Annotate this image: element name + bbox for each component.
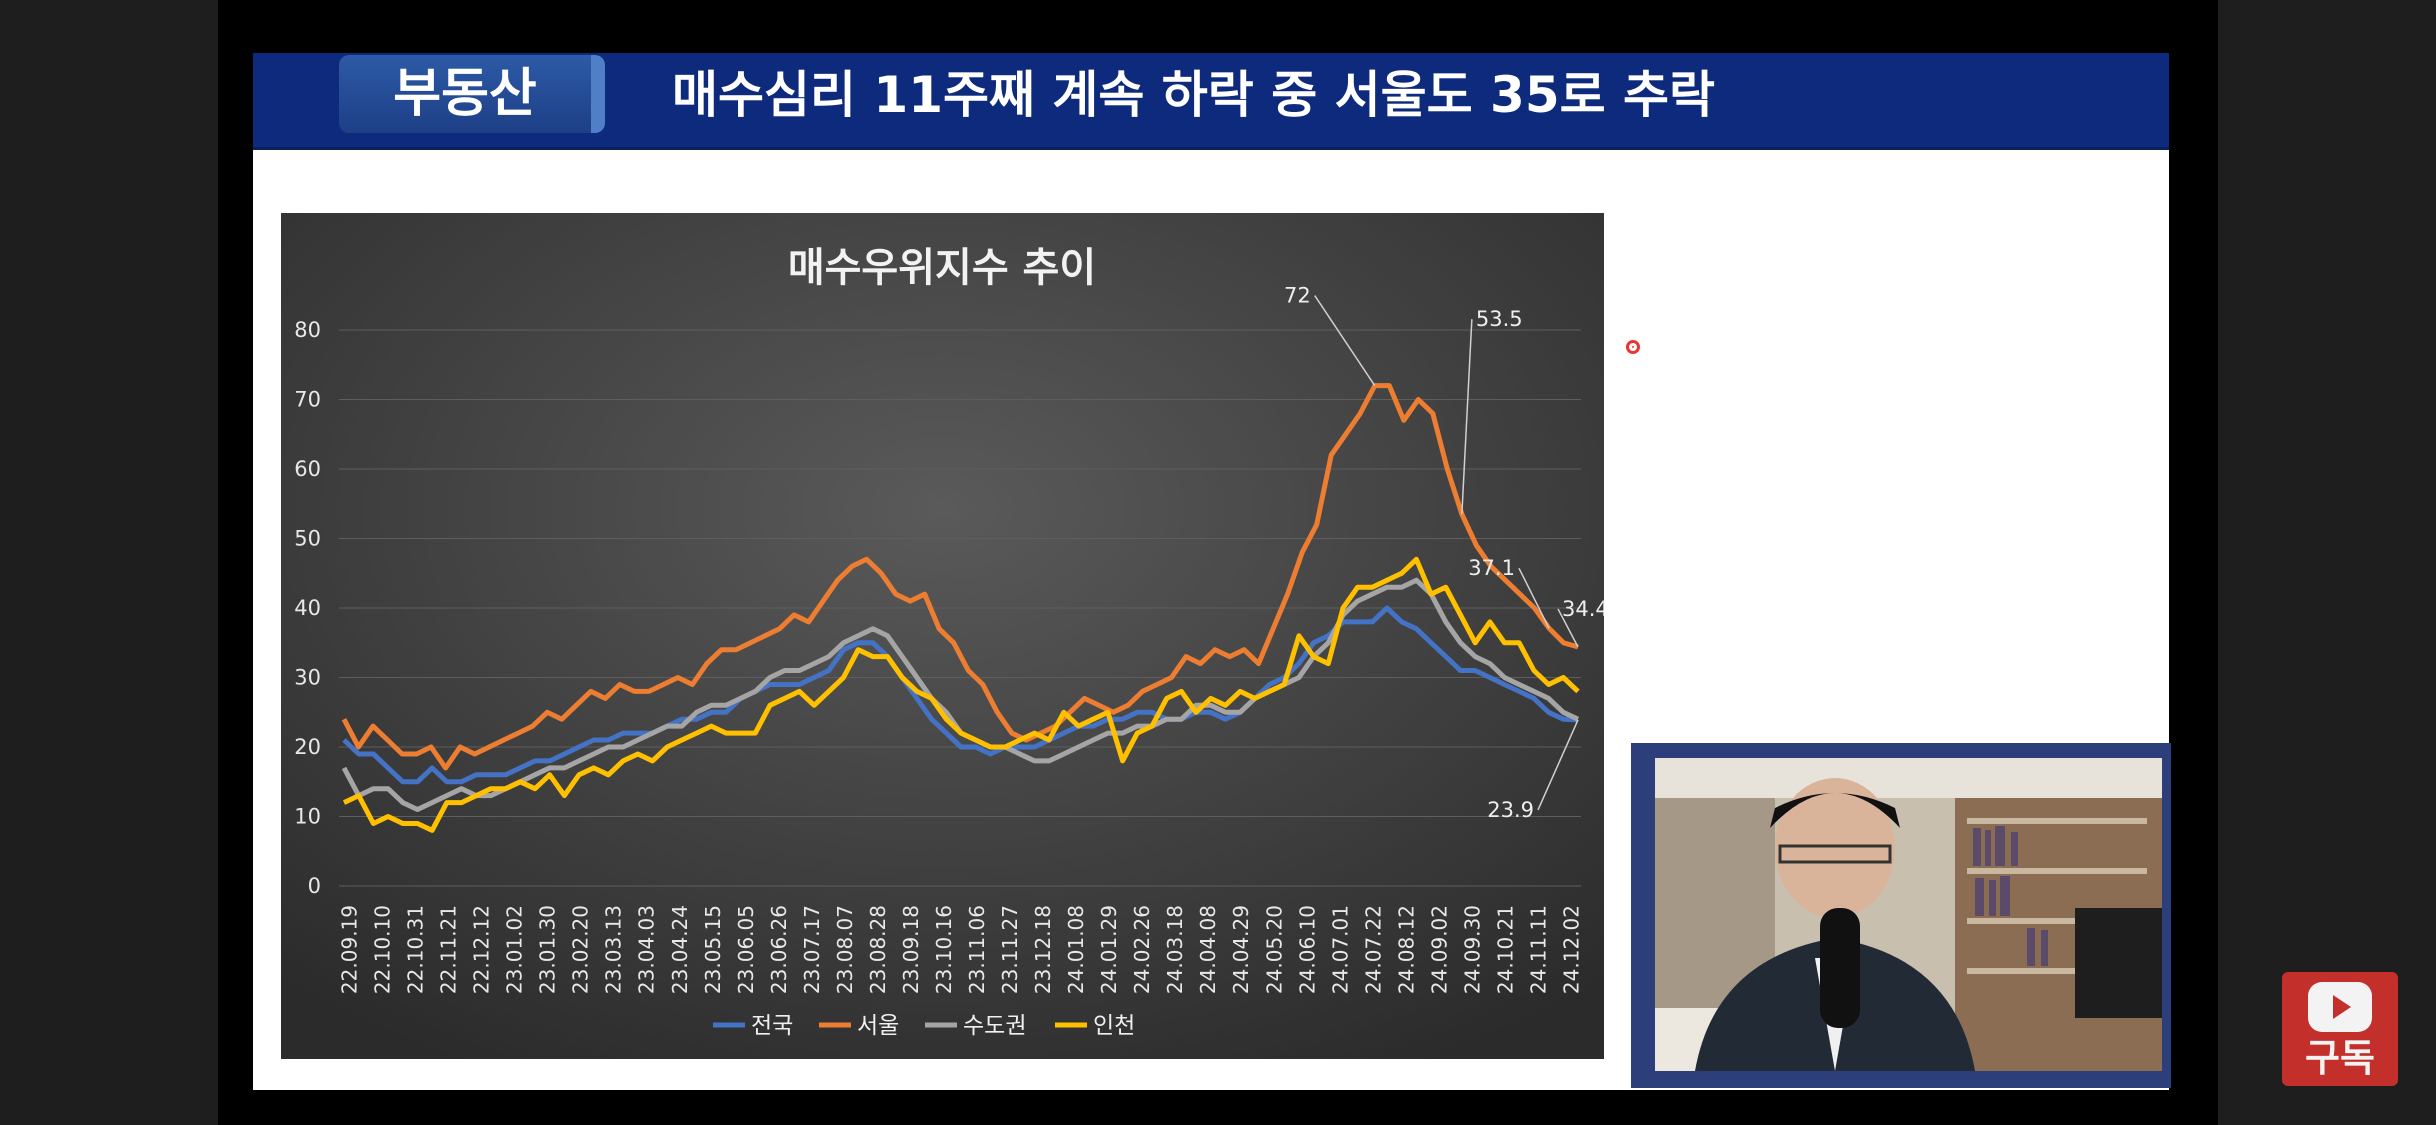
y-tick-label: 70 — [294, 388, 321, 412]
y-tick-label: 30 — [294, 666, 321, 690]
chart-svg: 매수우위지수 추이 0 10 20 30 40 50 60 70 80 22.09.19 22.1… — [281, 213, 1604, 1059]
cursor-marker — [1626, 340, 1640, 354]
x-tick-label: 23.11.06 — [965, 905, 989, 994]
x-tick-label: 23.11.27 — [998, 905, 1022, 994]
legend-label-수도권: 수도권 — [963, 1013, 1026, 1039]
x-tick-label: 24.01.29 — [1097, 905, 1121, 994]
y-tick-label: 60 — [294, 457, 321, 481]
x-tick-label: 23.08.28 — [866, 905, 890, 994]
y-tick-label: 80 — [294, 318, 321, 342]
y-tick-label: 0 — [308, 874, 321, 898]
x-tick-label: 23.01.02 — [503, 905, 527, 994]
x-tick-label: 22.10.31 — [404, 905, 428, 994]
annotation-label: 23.9 — [1487, 798, 1534, 822]
x-tick-label: 23.10.16 — [932, 905, 956, 994]
x-tick-label: 24.09.30 — [1460, 905, 1484, 994]
left-margin — [0, 0, 218, 1125]
category-tag: 부동산 — [339, 55, 605, 133]
x-tick-label: 24.09.02 — [1427, 905, 1451, 994]
x-tick-label: 24.11.11 — [1526, 905, 1550, 994]
x-tick-label: 24.08.12 — [1394, 905, 1418, 994]
x-tick-label: 23.03.13 — [602, 905, 626, 994]
subscribe-label: 구독 — [2305, 1036, 2375, 1080]
right-margin — [2218, 0, 2436, 1125]
x-tick-label: 22.12.12 — [470, 905, 494, 994]
x-tick-label: 24.06.10 — [1295, 905, 1319, 994]
series-line-서울 — [341, 383, 1579, 771]
headline: 매수심리 11주째 계속 하락 중 서울도 35로 추락 — [672, 66, 1716, 124]
x-tick-label: 24.12.02 — [1560, 905, 1584, 994]
chart-background — [281, 213, 1604, 1059]
x-tick-label: 24.03.18 — [1163, 905, 1187, 994]
x-tick-label: 24.01.08 — [1064, 905, 1088, 994]
presenter-image — [1655, 758, 2162, 1071]
annotation-leader — [1537, 719, 1579, 811]
y-tick-label: 50 — [294, 527, 321, 551]
y-tick-label: 20 — [294, 735, 321, 759]
chart-title: 매수우위지수 추이 — [788, 245, 1096, 291]
webcam-frame — [1631, 743, 2171, 1088]
x-tick-label: 24.07.01 — [1328, 905, 1352, 994]
x-tick-label: 23.02.20 — [569, 905, 593, 994]
x-tick-label: 22.11.21 — [437, 905, 461, 994]
annotation-leader — [1518, 567, 1550, 629]
x-tick-label: 23.07.17 — [800, 905, 824, 994]
x-tick-label: 24.05.20 — [1262, 905, 1286, 994]
x-tick-label: 24.10.21 — [1493, 905, 1517, 994]
x-tick-label: 22.10.10 — [371, 905, 395, 994]
x-tick-label: 23.12.18 — [1031, 905, 1055, 994]
annotation-leader — [1314, 295, 1376, 387]
subscribe-button[interactable]: 구독 — [2282, 972, 2398, 1086]
x-tick-label: 22.09.19 — [338, 905, 362, 994]
y-tick-label: 10 — [294, 805, 321, 829]
annotation-label: 34.4 — [1562, 597, 1604, 621]
x-tick-label: 23.06.26 — [767, 905, 791, 994]
annotation-label: 53.5 — [1476, 307, 1523, 331]
x-tick-label: 23.06.05 — [734, 905, 758, 994]
x-tick-label: 23.04.03 — [635, 905, 659, 994]
x-tick-label: 24.07.22 — [1361, 905, 1385, 994]
annotation-label: 37.1 — [1468, 556, 1515, 580]
annotation-leader — [1557, 608, 1579, 648]
x-tick-label: 23.04.24 — [668, 905, 692, 994]
legend-label-서울: 서울 — [857, 1013, 899, 1039]
x-tick-label: 23.05.15 — [701, 905, 725, 994]
x-tick-label: 23.01.30 — [536, 905, 560, 994]
webcam-video — [1655, 758, 2162, 1071]
chart: 매수우위지수 추이 0 10 20 30 40 50 60 70 80 22.09.19 22.1… — [281, 213, 1604, 1059]
x-tick-label: 24.04.29 — [1229, 905, 1253, 994]
series-line-전국 — [342, 605, 1579, 785]
annotation-label: 72 — [1284, 284, 1311, 308]
youtube-play-icon — [2308, 982, 2372, 1032]
y-tick-label: 40 — [294, 596, 321, 620]
legend-label-전국: 전국 — [751, 1013, 793, 1039]
legend-label-인천: 인천 — [1093, 1013, 1135, 1039]
x-tick-label: 23.08.07 — [833, 905, 857, 994]
series-line-인천 — [342, 556, 1580, 833]
x-tick-label: 23.09.18 — [899, 905, 923, 994]
x-tick-label: 24.04.08 — [1196, 905, 1220, 994]
x-tick-label: 24.02.26 — [1130, 905, 1154, 994]
annotation-leader — [1461, 319, 1473, 515]
